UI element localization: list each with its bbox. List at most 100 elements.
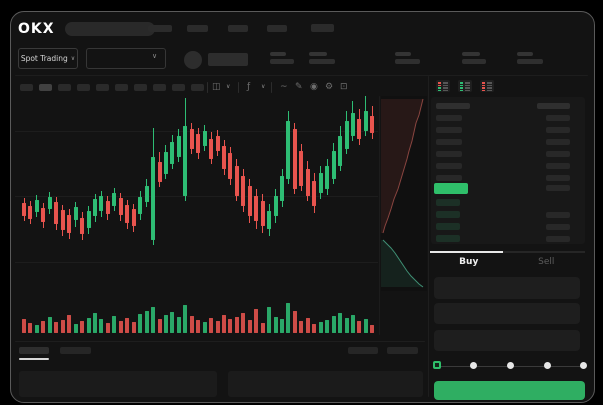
candle-body xyxy=(163,152,168,174)
timeframe-button[interactable] xyxy=(172,84,185,91)
volume-bar xyxy=(254,309,259,333)
fullscreen-icon[interactable]: ⊡ xyxy=(340,82,348,92)
stage: OKX Spot Trading ∨ ∨ ◫ ∨ ƒ ∨ ~ ✎ ◉ ⚙ ⊡ Buy Sell xyxy=(11,12,594,402)
candle-body xyxy=(312,181,317,206)
header-divider xyxy=(15,75,588,76)
slider-stop-dot[interactable] xyxy=(580,362,587,369)
bottom-tab-underline xyxy=(19,358,49,360)
stat-value xyxy=(270,59,294,64)
buy-tab[interactable]: Buy xyxy=(459,257,479,267)
volume-bar xyxy=(157,319,162,333)
candle-body xyxy=(363,111,368,131)
volume-bar xyxy=(34,325,39,333)
candle-body xyxy=(176,136,181,157)
timeframe-button[interactable] xyxy=(153,84,166,91)
timeframe-button[interactable] xyxy=(191,84,204,91)
pair-select[interactable] xyxy=(86,48,166,69)
chart-right-divider xyxy=(379,96,380,335)
line-type-icon[interactable]: ~ xyxy=(280,82,288,92)
bottom-action[interactable] xyxy=(387,347,418,354)
orderbook-view-bids-icon[interactable] xyxy=(458,80,472,92)
volume-bar xyxy=(112,316,117,333)
volume-bar xyxy=(47,317,52,333)
volume-bar xyxy=(370,325,375,333)
slider-stop-dot[interactable] xyxy=(470,362,477,369)
chevron-down-icon[interactable]: ∨ xyxy=(226,83,231,90)
bottom-action[interactable] xyxy=(348,347,378,354)
draw-icon[interactable]: ✎ xyxy=(295,82,303,92)
ask-amount-bar xyxy=(546,175,570,181)
order-input[interactable] xyxy=(434,277,580,299)
nav-item[interactable] xyxy=(148,25,172,32)
spot-trading-selector[interactable]: Spot Trading ∨ xyxy=(18,48,78,69)
chevron-down-icon[interactable]: ∨ xyxy=(261,83,266,90)
timeframe-button[interactable] xyxy=(58,84,71,91)
candle-body xyxy=(41,208,46,222)
timeframe-button[interactable] xyxy=(20,84,33,91)
orderbook-header-price xyxy=(436,103,470,109)
stat-value xyxy=(395,59,420,64)
candle-body xyxy=(67,215,72,233)
volume-bar xyxy=(144,311,149,333)
bottom-panel[interactable] xyxy=(228,371,423,397)
candle-body xyxy=(105,201,110,214)
volume-bar xyxy=(299,321,304,333)
volume-bar xyxy=(292,311,297,333)
bottom-tab[interactable] xyxy=(19,347,49,354)
nav-item[interactable] xyxy=(267,25,287,32)
search-input[interactable] xyxy=(65,22,155,36)
bid-price-bar xyxy=(436,199,460,206)
bottom-tab[interactable] xyxy=(60,347,91,354)
candle-body xyxy=(267,211,272,229)
candle-body xyxy=(344,121,349,149)
bottom-divider xyxy=(15,341,425,342)
volume-bar xyxy=(267,307,272,333)
timeframe-button[interactable] xyxy=(77,84,90,91)
timeframe-button[interactable] xyxy=(96,84,109,91)
stat-label xyxy=(517,52,533,56)
slider-handle[interactable] xyxy=(433,361,441,369)
orderbook-view-asks-icon[interactable] xyxy=(480,80,494,92)
volume-bar xyxy=(357,321,362,333)
candle-body xyxy=(144,186,149,202)
bottom-panel[interactable] xyxy=(19,371,217,397)
order-input[interactable] xyxy=(434,303,580,324)
buy-submit-button[interactable] xyxy=(434,381,585,400)
placeholder-layer xyxy=(11,12,594,402)
settings-icon[interactable]: ⚙ xyxy=(325,82,334,92)
volume-bar xyxy=(99,319,104,333)
chevron-down-icon: ∨ xyxy=(152,52,158,60)
nav-item[interactable] xyxy=(311,24,334,32)
candle-body xyxy=(80,218,85,234)
candle-body xyxy=(338,136,343,166)
sell-tab[interactable]: Sell xyxy=(538,257,555,267)
volume-bar xyxy=(350,315,355,333)
volume-bar xyxy=(215,321,220,333)
candle-style-icon[interactable]: ◫ xyxy=(212,82,221,92)
candle-body xyxy=(73,207,78,220)
volume-bar xyxy=(325,320,330,333)
timeframe-button[interactable] xyxy=(39,84,52,91)
candle-body xyxy=(350,113,355,136)
stat-label xyxy=(395,52,411,56)
ask-price-bar xyxy=(436,175,462,181)
orderbook-view-both-icon[interactable] xyxy=(436,80,450,92)
order-input[interactable] xyxy=(434,330,580,351)
okx-logo[interactable]: OKX xyxy=(18,21,55,37)
volume-bar xyxy=(163,315,168,333)
slider-stop-dot[interactable] xyxy=(544,362,551,369)
nav-item[interactable] xyxy=(228,25,248,32)
indicators-icon[interactable]: ƒ xyxy=(247,82,251,92)
candle-body xyxy=(318,173,323,193)
ask-amount-bar xyxy=(546,139,570,145)
candle-body xyxy=(234,166,239,196)
timeframe-button[interactable] xyxy=(115,84,128,91)
slider-stop-dot[interactable] xyxy=(507,362,514,369)
snapshot-icon[interactable]: ◉ xyxy=(310,82,318,92)
candle-body xyxy=(112,193,117,206)
bid-amount-bar xyxy=(546,236,570,242)
stat-value xyxy=(309,59,335,64)
timeframe-button[interactable] xyxy=(134,84,147,91)
bid-amount-bar xyxy=(546,224,570,230)
nav-item[interactable] xyxy=(187,25,208,32)
